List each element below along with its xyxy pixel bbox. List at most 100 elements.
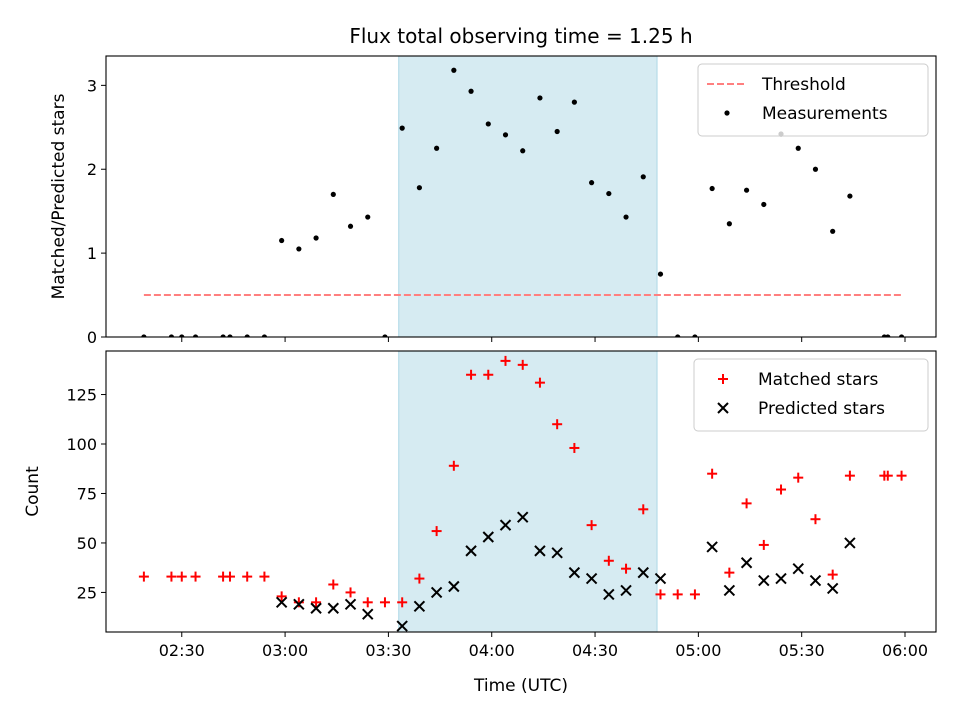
observing-window-band xyxy=(398,56,658,337)
data-point xyxy=(621,563,632,574)
data-point xyxy=(227,334,233,337)
data-point xyxy=(896,470,907,481)
data-point xyxy=(847,193,853,199)
series-matched-stars xyxy=(138,355,907,608)
data-point xyxy=(168,334,175,337)
data-point xyxy=(623,214,629,220)
x-tick-label: 03:30 xyxy=(365,641,411,660)
data-point xyxy=(293,598,305,611)
data-point xyxy=(620,584,632,597)
bottom-panel: 25 50 75 100 125 02:30 03:00 03:30 04:00 04:30 05:… xyxy=(23,350,937,660)
data-point xyxy=(344,598,357,611)
axes-frame xyxy=(105,55,937,338)
data-point xyxy=(468,88,474,94)
data-point xyxy=(276,591,287,602)
data-point xyxy=(655,589,666,600)
data-point xyxy=(362,597,373,608)
data-point xyxy=(482,531,494,543)
data-point xyxy=(603,555,614,566)
data-point xyxy=(844,537,856,549)
data-point xyxy=(758,574,770,587)
plot-area xyxy=(141,56,905,337)
data-point xyxy=(275,596,288,609)
data-point xyxy=(465,545,477,557)
data-point xyxy=(431,526,442,537)
data-point xyxy=(517,511,529,523)
data-point xyxy=(898,334,905,337)
data-point xyxy=(414,573,425,584)
data-point xyxy=(724,567,735,578)
data-point xyxy=(657,271,664,277)
legend-box xyxy=(697,63,929,137)
data-point xyxy=(812,166,819,172)
y-tick-label: 0 xyxy=(87,328,97,347)
data-point xyxy=(244,334,250,337)
data-point xyxy=(413,600,426,612)
data-point xyxy=(793,472,804,483)
y-tick-label: 2 xyxy=(87,160,97,179)
data-point xyxy=(296,246,302,252)
data-point xyxy=(758,539,769,550)
y-tick-label: 3 xyxy=(87,76,97,95)
data-point xyxy=(726,221,732,227)
axes-frame xyxy=(105,350,937,633)
legend-swatch xyxy=(717,402,729,414)
data-point xyxy=(499,519,512,531)
data-point xyxy=(792,562,804,575)
data-point xyxy=(640,174,646,180)
data-point xyxy=(176,571,187,582)
legend-label: Matched stars xyxy=(758,370,878,390)
data-point xyxy=(537,95,543,101)
data-point xyxy=(707,468,718,479)
y-tick-label: 125 xyxy=(66,386,97,405)
data-point xyxy=(328,579,339,590)
data-point xyxy=(310,602,322,614)
y-axis-label: Count xyxy=(23,466,43,517)
data-point xyxy=(554,128,560,135)
data-point xyxy=(259,571,270,582)
data-point xyxy=(844,470,855,481)
top-panel: 0 1 2 3 Matched/Predicted stars Threshold Meas… xyxy=(49,55,937,347)
data-point xyxy=(396,620,408,632)
data-point xyxy=(451,67,457,73)
data-point xyxy=(606,190,612,197)
series-predicted-stars xyxy=(275,511,856,632)
data-point xyxy=(483,369,494,380)
data-point xyxy=(345,587,356,598)
series-measurements xyxy=(141,67,905,337)
data-point xyxy=(709,185,715,192)
data-point xyxy=(885,334,891,337)
data-point xyxy=(723,584,736,597)
data-point xyxy=(311,597,322,608)
legend-label: Threshold xyxy=(761,75,846,95)
data-point xyxy=(743,187,750,193)
data-point xyxy=(313,235,319,241)
x-tick-label: 03:00 xyxy=(262,641,308,660)
legend-label: Predicted stars xyxy=(758,399,885,419)
data-point xyxy=(434,145,440,151)
x-tick-label: 06:00 xyxy=(882,641,928,660)
data-point xyxy=(810,514,821,525)
data-point xyxy=(500,355,511,366)
data-point xyxy=(654,572,667,585)
data-point xyxy=(502,132,509,138)
observing-window-band xyxy=(398,351,658,632)
data-point xyxy=(827,569,838,580)
legend-swatch xyxy=(718,374,728,384)
data-point xyxy=(242,571,253,582)
y-tick-label: 100 xyxy=(66,435,97,454)
data-point xyxy=(569,442,580,453)
data-point xyxy=(179,334,185,337)
data-point xyxy=(279,237,285,244)
data-point xyxy=(517,359,528,370)
data-point xyxy=(776,484,787,495)
data-point xyxy=(761,201,767,208)
y-axis-label: Matched/Predicted stars xyxy=(49,93,69,299)
x-tick-label: 04:00 xyxy=(469,641,515,660)
data-point xyxy=(138,571,149,582)
data-point xyxy=(190,571,201,582)
data-point xyxy=(448,580,460,593)
data-point xyxy=(220,334,226,337)
data-point xyxy=(795,145,801,151)
